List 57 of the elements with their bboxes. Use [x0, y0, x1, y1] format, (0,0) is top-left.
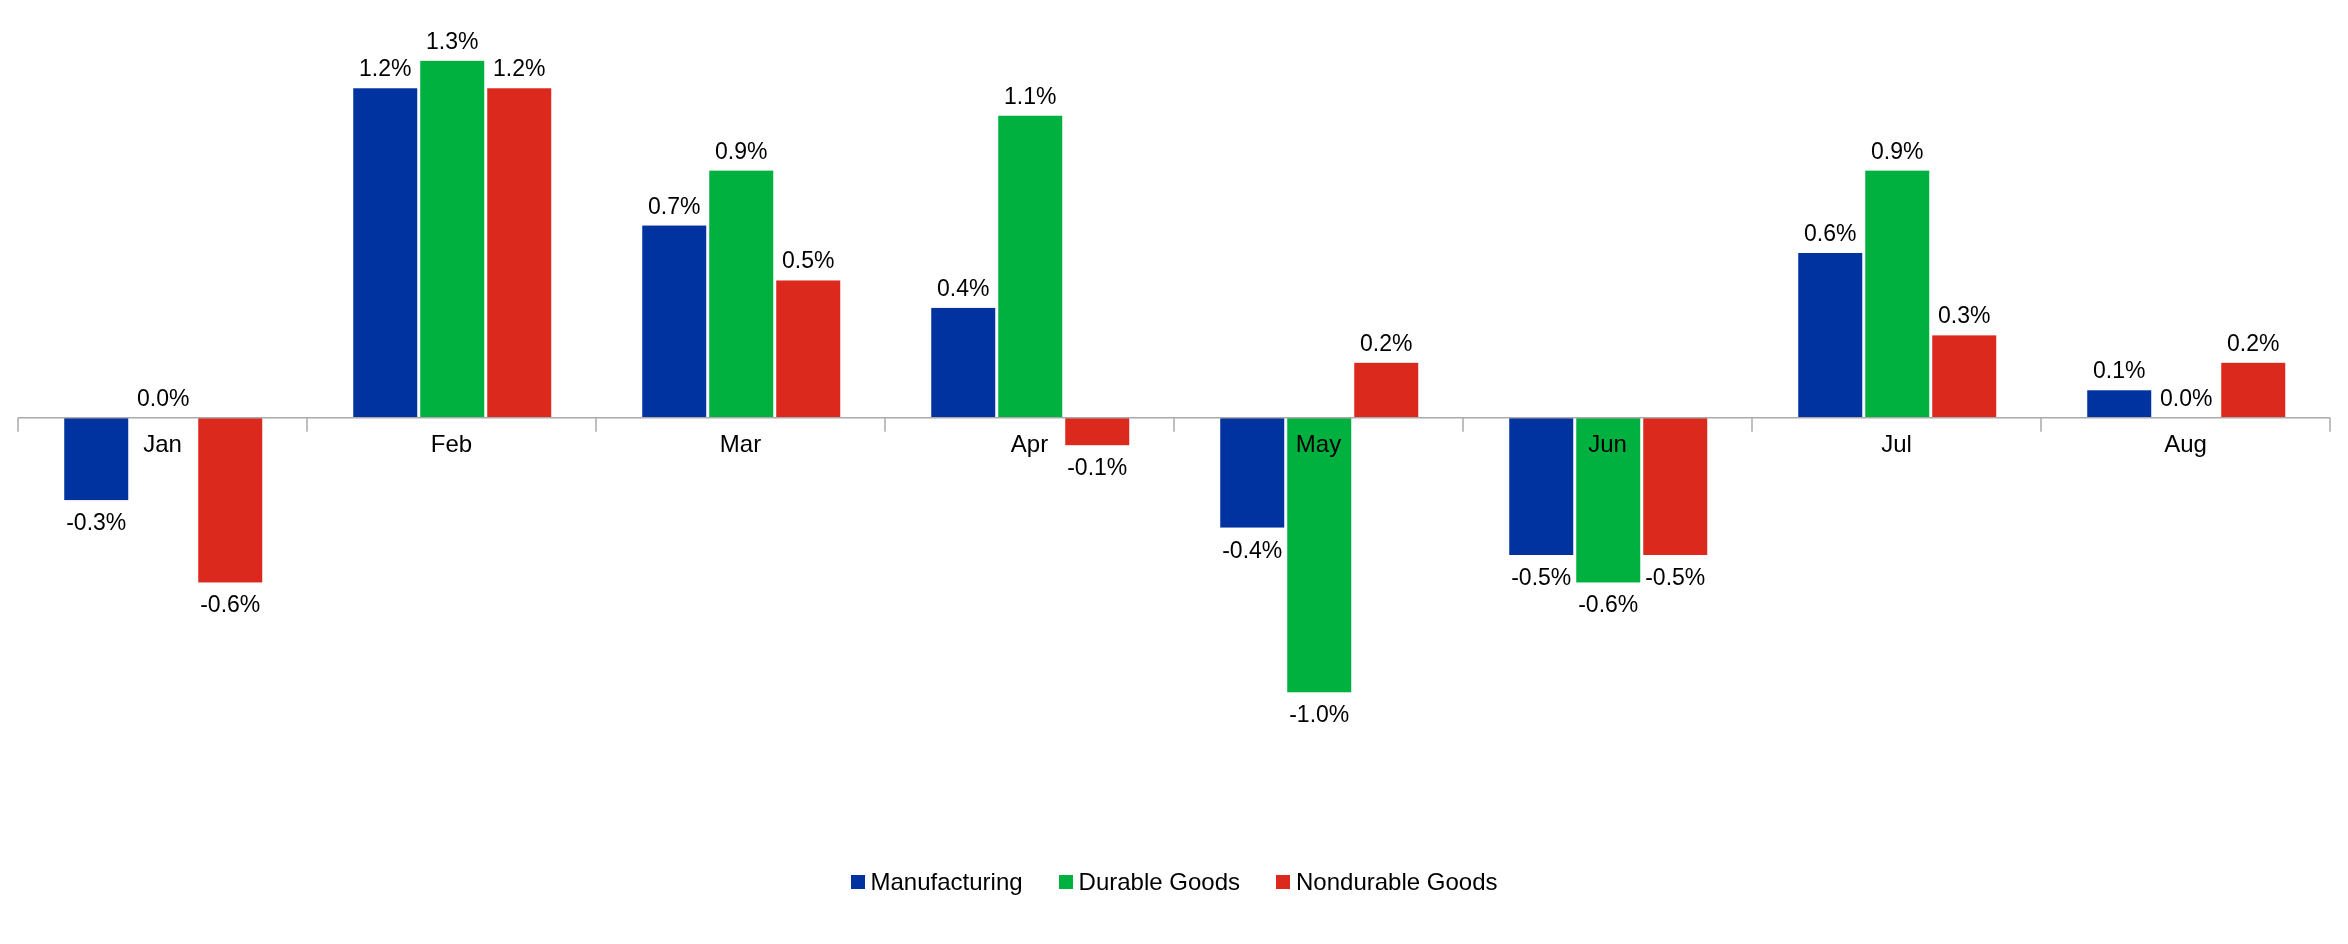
data-label: -0.3%	[66, 509, 127, 536]
x-tick-label: Aug	[2164, 429, 2207, 457]
bar	[931, 307, 996, 418]
bar	[1865, 170, 1930, 418]
bar	[198, 417, 263, 583]
data-label: -0.4%	[1222, 536, 1283, 563]
bar	[1065, 417, 1130, 446]
x-tick-label: Jul	[1881, 429, 1912, 457]
x-tick-label: Jun	[1588, 429, 1627, 457]
data-label: 1.2%	[359, 55, 412, 82]
bar	[2221, 362, 2286, 418]
x-tick-label: Feb	[430, 429, 473, 457]
legend-label: Manufacturing	[870, 868, 1023, 896]
bar	[642, 225, 707, 418]
bar	[998, 115, 1063, 418]
bar	[709, 170, 774, 418]
data-label: -0.5%	[1511, 564, 1572, 590]
data-label: 1.3%	[426, 27, 479, 54]
data-label: -0.1%	[1067, 454, 1128, 481]
data-label: -0.6%	[1578, 591, 1639, 618]
data-label: 0.6%	[1804, 220, 1857, 247]
bar	[2087, 390, 2152, 418]
bar	[1509, 417, 1574, 555]
data-label: -0.6%	[200, 591, 261, 618]
data-label: 0.3%	[1938, 302, 1991, 329]
data-label: 0.7%	[648, 192, 701, 219]
data-label: 0.0%	[2160, 384, 2213, 411]
x-tick-label: Mar	[719, 429, 762, 457]
data-label: 0.2%	[2227, 329, 2280, 356]
bar	[1354, 362, 1419, 418]
legend-label: Nondurable Goods	[1296, 868, 1498, 896]
bar	[64, 417, 129, 501]
bar	[1576, 417, 1641, 583]
bar	[487, 88, 552, 418]
data-label: 0.1%	[2093, 357, 2146, 384]
data-label: -0.5%	[1645, 564, 1706, 590]
data-label: 1.2%	[493, 55, 546, 82]
data-label: 0.4%	[937, 274, 990, 301]
data-label: 0.9%	[1871, 137, 1924, 164]
data-label: 0.5%	[782, 247, 835, 274]
bar	[353, 88, 418, 418]
data-label: 0.0%	[137, 384, 190, 411]
data-label: 0.2%	[1360, 329, 1413, 356]
bar	[776, 280, 841, 418]
bar	[1220, 417, 1285, 528]
bar	[1932, 335, 1997, 418]
data-label: 0.9%	[715, 137, 768, 164]
data-label: -1.0%	[1289, 701, 1350, 728]
x-tick-label: Apr	[1010, 429, 1049, 457]
x-tick-label: May	[1295, 429, 1342, 457]
bar	[420, 60, 485, 418]
x-tick-label: Jan	[143, 429, 182, 457]
bar	[1643, 417, 1708, 555]
legend-label: Durable Goods	[1078, 868, 1241, 896]
bar	[1287, 417, 1352, 693]
bar	[1798, 253, 1863, 418]
data-label: 1.1%	[1004, 82, 1057, 109]
